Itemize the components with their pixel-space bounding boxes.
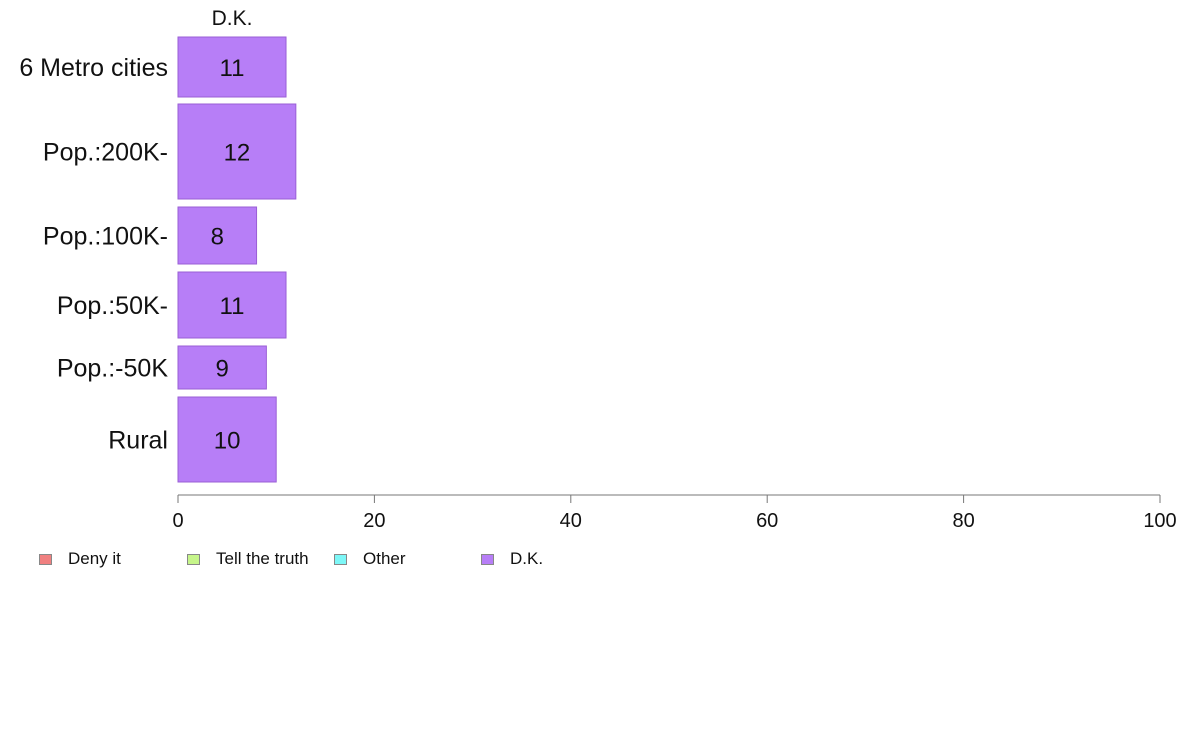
bar-value-label: 12 bbox=[224, 140, 251, 167]
category-label: Pop.:50K- bbox=[57, 292, 168, 320]
bar-value-label: 8 bbox=[211, 224, 224, 251]
x-tick-label: 100 bbox=[1143, 510, 1176, 532]
bar bbox=[177, 396, 277, 483]
category-label: 6 Metro cities bbox=[19, 54, 168, 82]
bar bbox=[177, 103, 297, 200]
category-label: Pop.:100K- bbox=[43, 223, 168, 251]
legend-swatch-other bbox=[334, 553, 347, 565]
bars-group: 11 12 8 11 9 10 bbox=[177, 36, 297, 483]
x-tick-label: 20 bbox=[363, 510, 385, 532]
legend: Deny it Tell the truth Other D.K. bbox=[39, 549, 739, 569]
legend-swatch-tell-the-truth bbox=[187, 553, 200, 565]
legend-item-dk: D.K. bbox=[481, 549, 543, 569]
bar bbox=[177, 206, 258, 265]
bar-value-label: 11 bbox=[220, 293, 245, 320]
legend-swatch-dk bbox=[481, 553, 494, 565]
x-tick-label: 0 bbox=[172, 510, 183, 532]
panel-title: D.K. bbox=[212, 7, 253, 30]
bar bbox=[177, 345, 267, 390]
x-axis: 0 20 40 60 80 100 bbox=[172, 494, 1177, 532]
x-tick-label: 40 bbox=[560, 510, 582, 532]
x-tick-label: 80 bbox=[952, 510, 974, 532]
bar-value-label: 9 bbox=[216, 356, 229, 383]
bar-value-label: 11 bbox=[220, 55, 245, 82]
legend-label: Deny it bbox=[68, 549, 121, 568]
category-label: Pop.:200K- bbox=[43, 139, 168, 167]
legend-label: Other bbox=[363, 549, 406, 568]
bar-value-label: 10 bbox=[214, 428, 241, 455]
bar bbox=[177, 271, 287, 339]
legend-item-tell-the-truth: Tell the truth bbox=[187, 549, 309, 569]
legend-item-deny-it: Deny it bbox=[39, 549, 121, 569]
bar bbox=[177, 36, 287, 98]
category-label: Rural bbox=[108, 427, 168, 455]
legend-label: D.K. bbox=[510, 549, 544, 568]
category-label: Pop.:-50K bbox=[57, 355, 169, 383]
legend-item-other: Other bbox=[334, 549, 406, 569]
x-tick-label: 60 bbox=[756, 510, 778, 532]
legend-label: Tell the truth bbox=[216, 549, 309, 568]
legend-swatch-deny-it bbox=[39, 553, 52, 565]
category-labels: 6 Metro cities Pop.:200K- Pop.:100K- Pop.:5… bbox=[19, 54, 168, 455]
